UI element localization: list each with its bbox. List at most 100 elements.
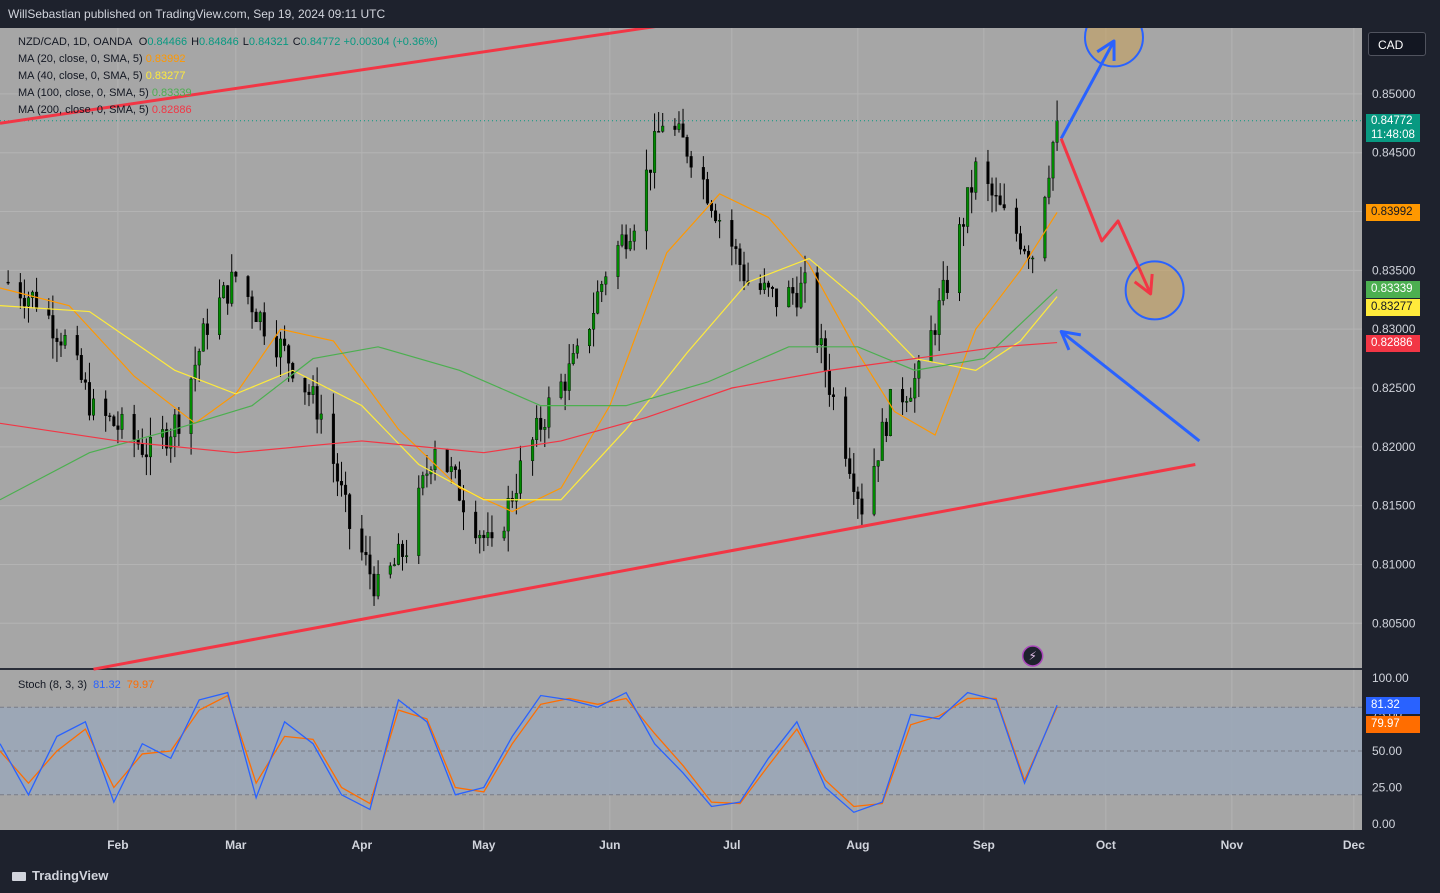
candle-body xyxy=(600,283,604,292)
candle-body xyxy=(79,354,83,380)
candle-body xyxy=(453,466,457,470)
candle-body xyxy=(738,248,742,265)
candle-body xyxy=(169,436,173,449)
candle-body xyxy=(87,382,91,416)
price-tick-label: 0.81500 xyxy=(1372,499,1416,513)
symbol-name: NZD/CAD, 1D, OANDA xyxy=(18,36,132,48)
candle-body xyxy=(518,460,522,494)
candle-body xyxy=(1018,233,1022,250)
candle-body xyxy=(957,224,961,294)
candle-body xyxy=(567,363,571,391)
candle-body xyxy=(104,398,108,416)
blue-arrow-diagonal-head xyxy=(1059,330,1082,351)
candle-body xyxy=(770,287,774,289)
price-tag-countdown: 11:48:08 xyxy=(1371,128,1415,141)
ohlc-value: 0.84772 xyxy=(300,36,341,48)
price-tick-label: 0.85000 xyxy=(1372,87,1416,101)
candle-body xyxy=(563,381,567,391)
candle-body xyxy=(685,137,689,157)
candle-body xyxy=(990,183,994,196)
candle-body xyxy=(348,494,352,529)
candle-body xyxy=(1014,207,1018,234)
candle-body xyxy=(872,466,876,515)
candle-body xyxy=(884,421,888,437)
candle-body xyxy=(823,338,827,371)
ma-line-0 xyxy=(0,193,1058,513)
candle-body xyxy=(1047,177,1051,198)
tradingview-brand: TradingView xyxy=(32,868,109,883)
candle-body xyxy=(307,391,311,395)
time-tick-label: Aug xyxy=(846,838,869,852)
chart-canvas[interactable]: 0.850000.845000.840000.835000.830000.825… xyxy=(0,28,1440,858)
candle-body xyxy=(83,379,87,383)
candle-body xyxy=(116,425,120,430)
candle-body xyxy=(1031,257,1035,260)
price-tick-label: 0.81000 xyxy=(1372,557,1416,571)
candle-body xyxy=(742,264,746,282)
candle-body xyxy=(173,414,177,438)
ma-legend-value: 0.82886 xyxy=(151,104,192,116)
candle-body xyxy=(449,466,453,472)
time-tick-label: Sep xyxy=(973,838,995,852)
ohlc-key: L xyxy=(242,36,249,48)
candle-body xyxy=(620,234,624,246)
candle-body xyxy=(335,463,339,482)
candle-body xyxy=(372,573,376,597)
candle-body xyxy=(140,444,144,455)
publisher-bar: WillSebastian published on TradingView.c… xyxy=(0,0,1440,28)
tradingview-logo[interactable]: TradingView xyxy=(12,868,108,883)
candle-body xyxy=(535,417,539,441)
candle-body xyxy=(1055,120,1059,143)
stoch-k-line xyxy=(0,691,1058,814)
candle-body xyxy=(433,448,437,470)
candle-body xyxy=(1002,204,1006,209)
candle-body xyxy=(368,554,372,575)
candle-body xyxy=(287,345,291,364)
candle-body xyxy=(218,297,222,335)
stoch-tag: 79.97 xyxy=(1366,716,1420,734)
candle-body xyxy=(575,345,579,354)
candle-body xyxy=(189,378,193,434)
candle-body xyxy=(799,282,803,308)
time-tick-label: Jun xyxy=(599,838,620,852)
candle-body xyxy=(205,323,209,335)
ma-line-2 xyxy=(0,288,1058,501)
symbol-legend: NZD/CAD, 1D, OANDA O0.84466 H0.84846 L0.84… xyxy=(18,35,438,49)
candle-body xyxy=(92,398,96,416)
candle-body xyxy=(254,311,258,323)
candle-body xyxy=(661,125,665,132)
candle-body xyxy=(1023,248,1027,252)
candle-body xyxy=(998,195,1002,205)
ma-legend-label: MA (100, close, 0, SMA, 5) xyxy=(18,87,149,99)
candle-body xyxy=(848,458,852,474)
candle-body xyxy=(120,413,124,430)
candle-body xyxy=(559,381,563,398)
price-tag: 0.83339 xyxy=(1366,281,1420,299)
candle-body xyxy=(909,397,913,402)
candle-body xyxy=(616,245,620,277)
candle-body xyxy=(531,439,535,461)
candle-body xyxy=(718,220,722,222)
candle-body xyxy=(506,498,510,532)
candle-body xyxy=(388,565,392,575)
time-tick-label: Mar xyxy=(225,838,247,852)
candle-body xyxy=(860,498,864,515)
candle-body xyxy=(392,564,396,567)
price-tick-label: 0.83500 xyxy=(1372,263,1416,277)
currency-button[interactable]: CAD xyxy=(1368,32,1426,56)
price-tick-label: 0.82000 xyxy=(1372,440,1416,454)
candle-body xyxy=(649,169,653,173)
candle-body xyxy=(689,156,693,168)
time-axis-bg xyxy=(0,830,1362,858)
candle-body xyxy=(311,386,315,395)
red-projection-arrow xyxy=(1059,138,1152,295)
price-tick-label: 0.82500 xyxy=(1372,381,1416,395)
candle-body xyxy=(112,416,116,426)
candle-body xyxy=(193,364,197,380)
time-tick-label: Apr xyxy=(352,838,373,852)
blue-arrow-up-head xyxy=(1096,39,1116,61)
ma-legend-label: MA (40, close, 0, SMA, 5) xyxy=(18,70,143,82)
candle-body xyxy=(970,187,974,193)
price-change: +0.00304 (+0.36%) xyxy=(343,36,438,48)
candle-body xyxy=(734,246,738,249)
